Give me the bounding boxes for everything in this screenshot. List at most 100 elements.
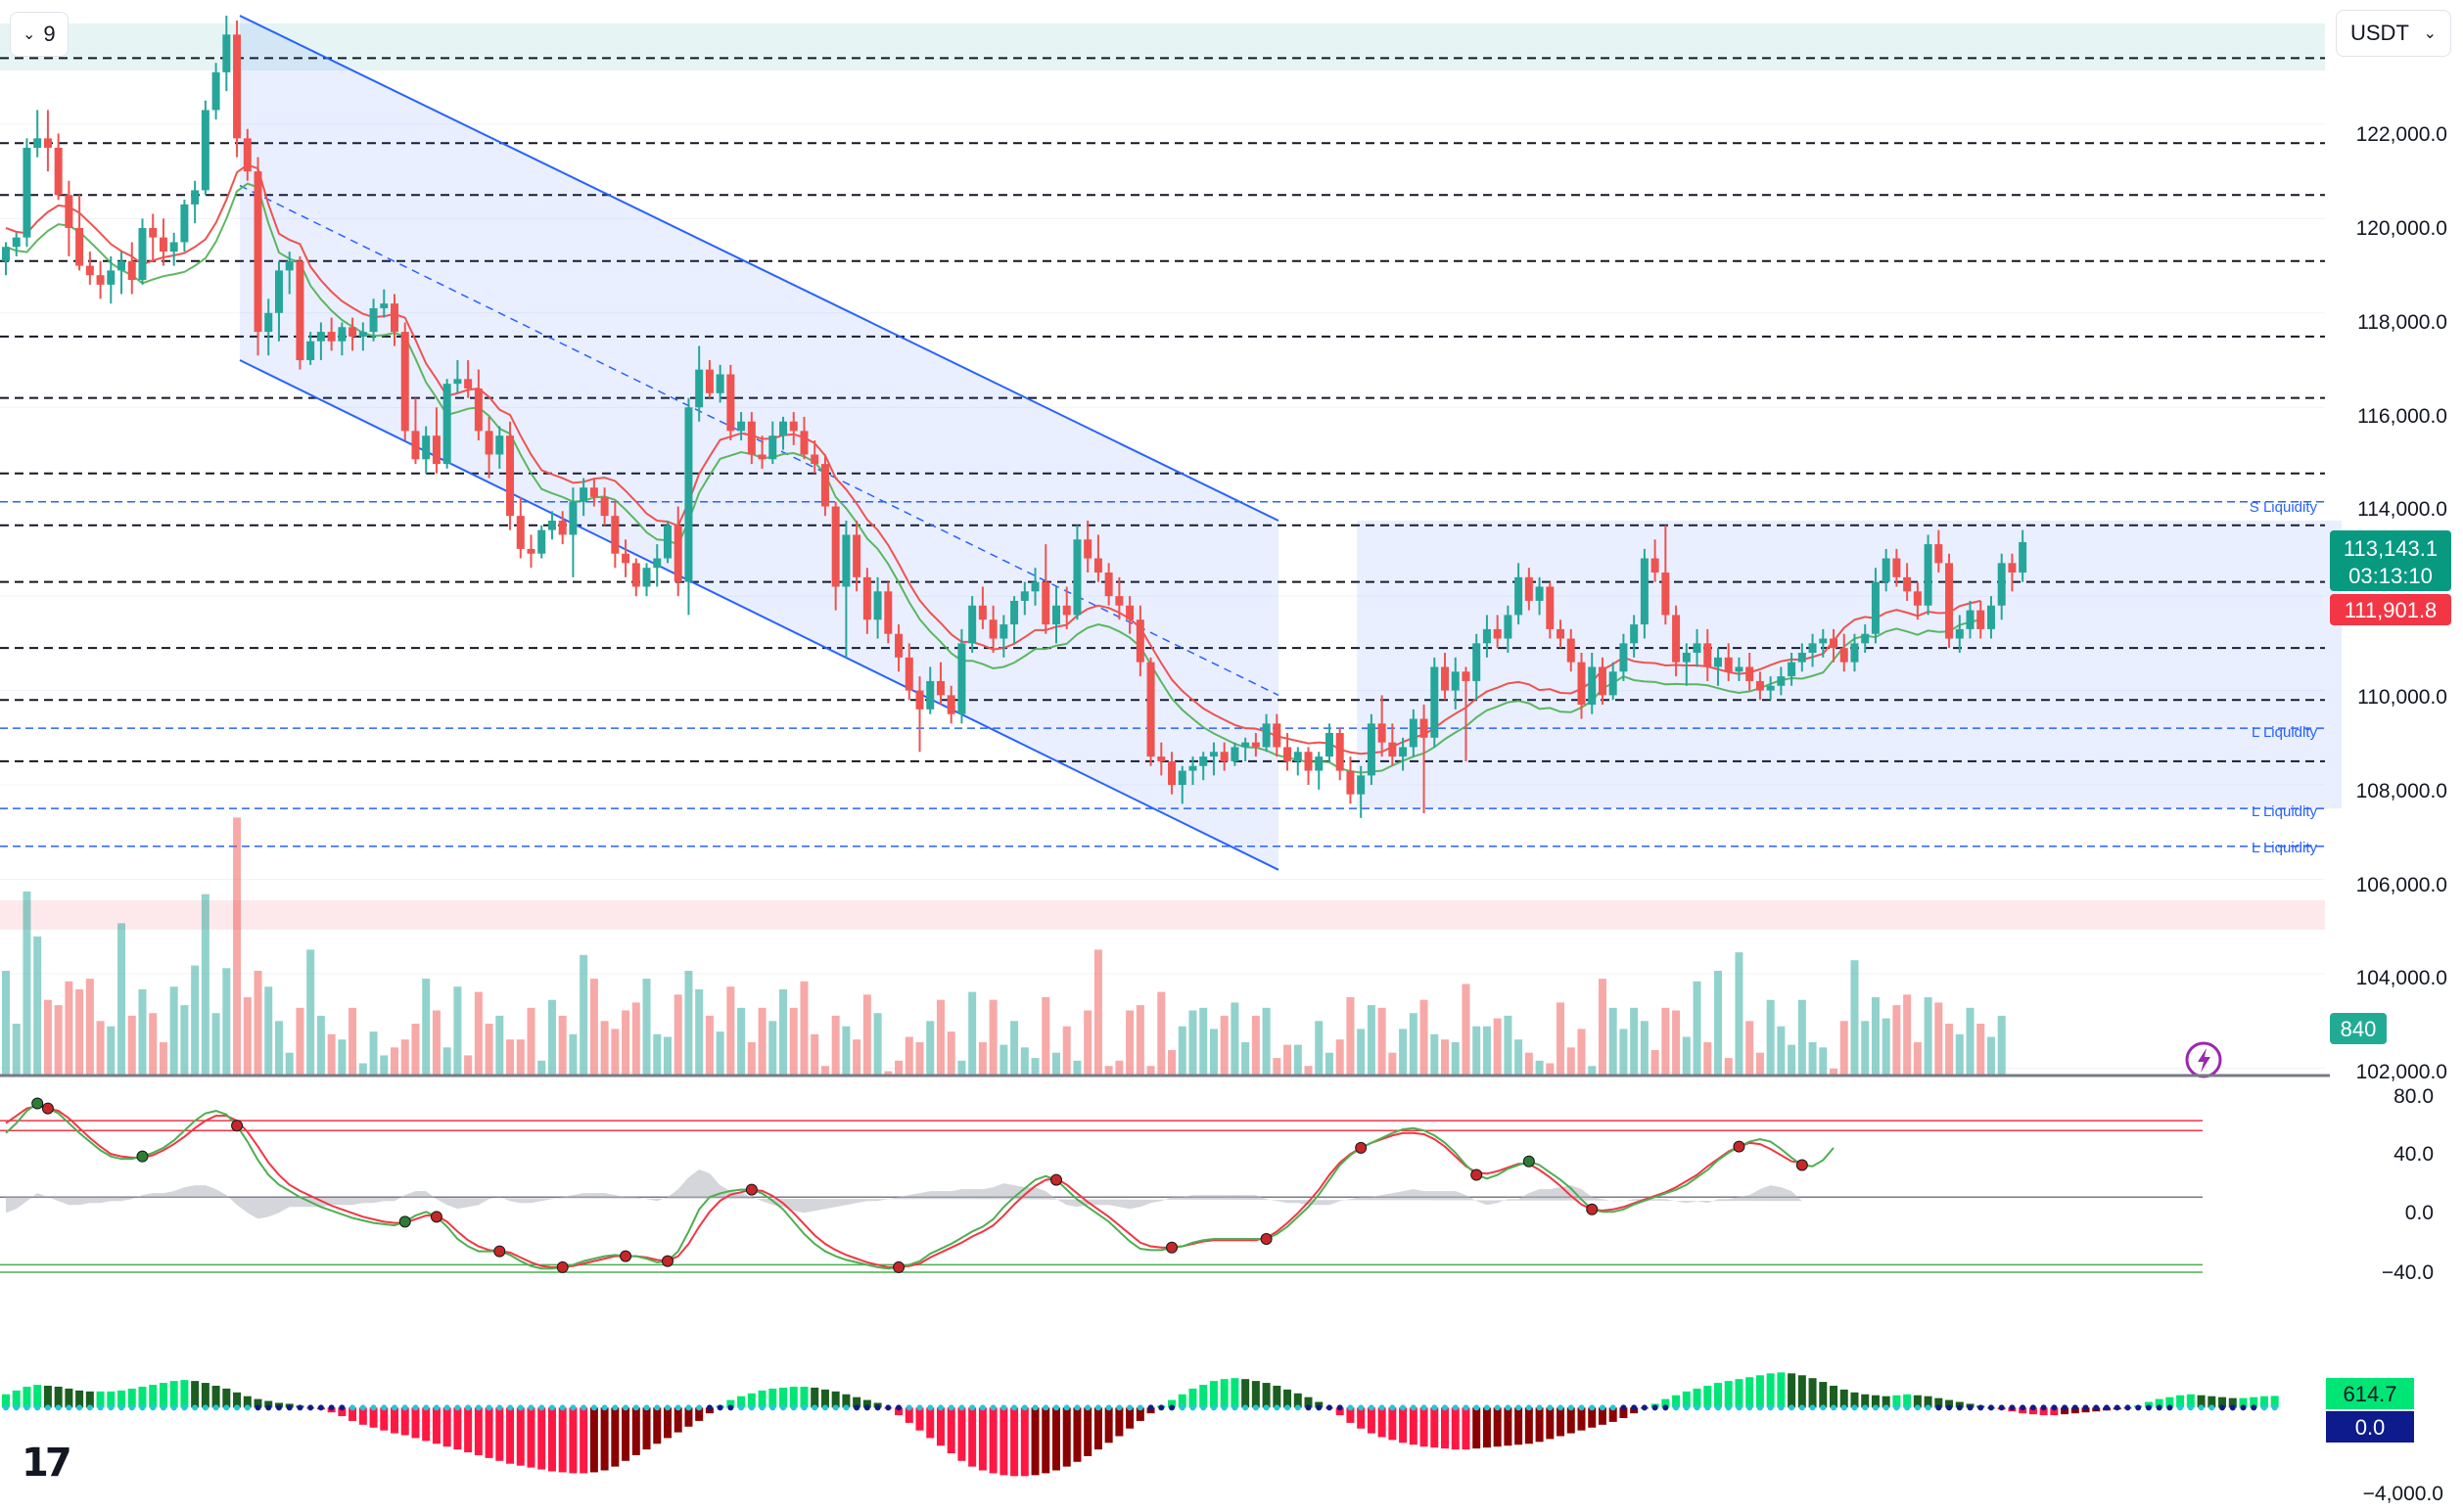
histogram-bar	[957, 1407, 966, 1461]
candle-body	[254, 171, 262, 333]
candle-body	[43, 138, 52, 149]
price-tick-label: 114,000.0	[2357, 498, 2447, 521]
histogram-bar	[1777, 1372, 1786, 1408]
price-tick-label: 108,000.0	[2356, 780, 2447, 802]
volume-bar	[768, 1021, 777, 1077]
candle-body	[705, 369, 714, 393]
histogram-bar	[1913, 1395, 1922, 1408]
histogram-zero-dot	[1336, 1404, 1343, 1411]
volume-bar	[1766, 999, 1775, 1077]
histogram-zero-dot	[885, 1404, 892, 1411]
candle-body	[1735, 666, 1743, 672]
histogram-zero-dot	[1567, 1404, 1574, 1411]
price-axis[interactable]: 122,000.0 120,000.0 118,000.0 116,000.0 …	[2356, 123, 2447, 1083]
alert-icon[interactable]	[2185, 1041, 2222, 1078]
volume-bars	[2, 817, 2006, 1077]
histogram-bar	[537, 1407, 546, 1470]
volume-bar	[1861, 1021, 1870, 1077]
price-tags: 113,143.1 03:13:10 111,901.8 840	[2330, 530, 2451, 1044]
histogram-bar	[1934, 1397, 1943, 1408]
volume-bar	[400, 1039, 409, 1077]
histogram-bar	[2197, 1395, 2206, 1408]
histogram-zero-dot	[1798, 1404, 1805, 1411]
histogram-zero-dot	[863, 1404, 870, 1411]
histogram-zero-dot	[1000, 1404, 1007, 1411]
candle-body	[642, 568, 651, 587]
volume-bar	[33, 936, 42, 1077]
candle-body	[611, 516, 620, 554]
histogram-bar	[464, 1407, 473, 1453]
histogram-zero-dot	[1914, 1404, 1921, 1411]
volume-bar	[107, 1026, 116, 1077]
histogram-zero-dot	[255, 1404, 261, 1411]
histogram-bar	[1451, 1407, 1460, 1450]
candle-body	[474, 388, 483, 432]
histogram-zero-dot	[2062, 1404, 2068, 1411]
currency-selector[interactable]: USDT ⌄	[2336, 10, 2451, 57]
candle-body	[853, 534, 861, 577]
histogram-zero-dot	[2082, 1404, 2089, 1411]
volume-bar	[862, 994, 871, 1077]
histogram-zero-dot	[1946, 1404, 1953, 1411]
price-tick-label: 110,000.0	[2357, 686, 2447, 709]
histogram-zero-dot	[1840, 1404, 1847, 1411]
candle-body	[999, 624, 1008, 639]
volume-bar	[1777, 1026, 1786, 1077]
histogram-bar	[495, 1407, 504, 1461]
histogram-zero-dot	[1956, 1404, 1963, 1411]
histogram-bar	[1924, 1396, 1932, 1408]
price-tick-label: 116,000.0	[2357, 405, 2447, 428]
histogram-zero-dot	[86, 1404, 93, 1411]
histogram-zero-dot	[1053, 1404, 1059, 1411]
volume-bar	[442, 1047, 451, 1077]
candle-body	[264, 312, 273, 333]
histogram-bar	[1892, 1395, 1901, 1408]
histogram-zero-dot	[286, 1404, 293, 1411]
candlesticks[interactable]	[2, 16, 2027, 818]
volume-bar	[873, 1013, 882, 1077]
interval-button[interactable]: ⌄ 9	[10, 12, 69, 57]
liquidity-labels: S Liquidity L Liquidity L Liquidity L Li…	[2250, 499, 2318, 856]
histogram-bar	[1042, 1407, 1050, 1474]
histogram-axis[interactable]: 614.7 0.0 −4,000.0	[2326, 1378, 2443, 1505]
histogram-zero-dot	[790, 1404, 797, 1411]
volume-bar	[201, 893, 209, 1077]
candle-body	[506, 435, 515, 517]
stoch-cross-marker	[398, 1215, 411, 1228]
candle-body	[400, 332, 409, 432]
histogram-zero-dot	[1305, 1404, 1312, 1411]
histogram-zero-dot	[359, 1404, 366, 1411]
histogram-zero-dot	[906, 1404, 912, 1411]
volume-bar	[1850, 960, 1859, 1077]
histogram-bar	[1557, 1407, 1565, 1437]
histogram-zero-dot	[1389, 1404, 1396, 1411]
volume-bar	[180, 1005, 189, 1077]
candle-body	[537, 529, 546, 554]
candle-body	[127, 260, 136, 281]
histogram-zero-dot	[1127, 1404, 1134, 1411]
histogram-zero-dot	[1820, 1404, 1827, 1411]
volume-bar	[1293, 1044, 1302, 1077]
histogram-bar	[2, 1394, 10, 1408]
candle-body	[1430, 666, 1439, 738]
histogram-bar	[1462, 1407, 1470, 1450]
volume-bar	[1924, 997, 1932, 1077]
candle-body	[1377, 723, 1386, 743]
candle-body	[243, 138, 252, 172]
range-box	[1357, 520, 2343, 809]
candle-body	[1073, 539, 1082, 616]
histogram-bar	[1797, 1375, 1806, 1408]
candle-body	[1630, 624, 1639, 644]
volume-bar	[1630, 1007, 1639, 1077]
histogram-zero-dot	[1631, 1404, 1638, 1411]
volume-tag	[2330, 1013, 2387, 1044]
stoch-cross-marker	[493, 1245, 506, 1258]
candle-body	[1903, 576, 1912, 592]
candle-body	[905, 657, 913, 691]
candle-body	[233, 34, 242, 139]
candle-body	[622, 553, 630, 564]
oscillator-axis[interactable]: 80.0 40.0 0.0 −40.0	[2382, 1085, 2434, 1284]
candle-body	[1209, 752, 1218, 757]
histogram-bar	[726, 1399, 735, 1408]
